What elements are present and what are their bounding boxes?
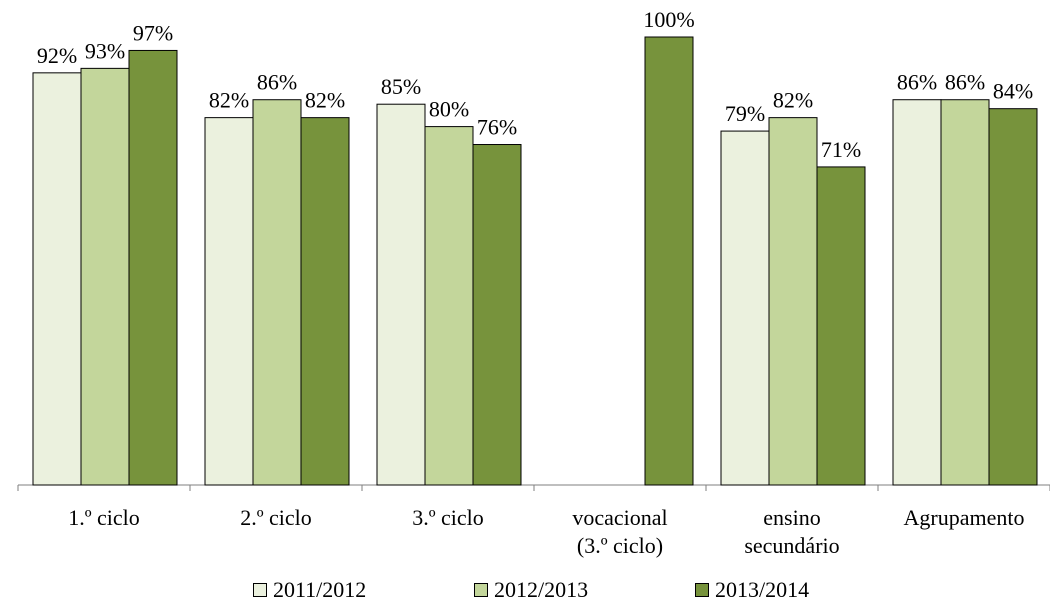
bar-chart-plot: 92% 82% 85% 79% 86% 93% 86% 80% 82% 86% 97% 82% 76% 1… <box>17 7 1050 558</box>
legend-label-2011-2012: 2011/2012 <box>273 577 367 602</box>
data-label: 92% <box>37 43 77 68</box>
bar <box>720 130 770 486</box>
legend-swatch-2011-2012 <box>253 583 267 597</box>
data-label: 85% <box>381 74 421 99</box>
legend-item-2013-2014: 2013/2014 <box>695 577 809 603</box>
bar <box>768 117 818 486</box>
bar <box>892 99 942 486</box>
legend: 2011/2012 2012/2013 2013/2014 <box>0 575 1050 605</box>
data-label: 86% <box>897 70 937 95</box>
legend-label-2013-2014: 2013/2014 <box>715 577 810 602</box>
x-tick-label: ensino <box>763 505 820 530</box>
data-label: 82% <box>773 88 813 113</box>
bar <box>252 99 302 486</box>
data-label: 82% <box>209 88 249 113</box>
data-label: 76% <box>477 115 517 140</box>
x-tick-label: (3.º ciclo) <box>577 533 663 558</box>
legend-label-2012-2013: 2012/2013 <box>494 577 589 602</box>
data-label: 71% <box>821 137 861 162</box>
bar <box>204 117 254 486</box>
bar <box>80 67 130 486</box>
bar <box>128 49 178 486</box>
bar <box>376 103 426 486</box>
x-tick-label: Agrupamento <box>904 505 1025 530</box>
data-label: 84% <box>993 79 1033 104</box>
bar <box>424 126 474 486</box>
x-tick-label: secundário <box>744 533 839 558</box>
legend-item-2012-2013: 2012/2013 <box>474 577 588 603</box>
bar <box>644 36 694 486</box>
legend-item-2011-2012: 2011/2012 <box>253 577 366 603</box>
legend-swatch-2013-2014 <box>695 583 709 597</box>
x-tick-label: 3.º ciclo <box>412 505 484 530</box>
bar <box>940 99 990 486</box>
data-label: 100% <box>643 7 694 32</box>
data-label: 80% <box>429 97 469 122</box>
legend-swatch-2012-2013 <box>474 583 488 597</box>
data-label: 82% <box>305 88 345 113</box>
bar <box>300 117 350 486</box>
bar <box>32 72 82 486</box>
bar <box>472 144 522 486</box>
data-label: 97% <box>133 20 173 45</box>
data-label: 79% <box>725 101 765 126</box>
data-label: 86% <box>945 70 985 95</box>
x-tick-label: 1.º ciclo <box>68 505 140 530</box>
bar <box>988 108 1038 486</box>
data-label: 93% <box>85 38 125 63</box>
x-tick-label: vocacional <box>572 505 667 530</box>
x-tick-label: 2.º ciclo <box>240 505 312 530</box>
data-label: 86% <box>257 70 297 95</box>
bar <box>816 166 866 486</box>
